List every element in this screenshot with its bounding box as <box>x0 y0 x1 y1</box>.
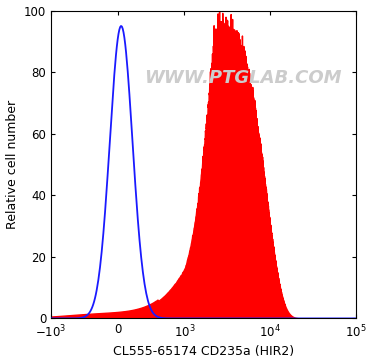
Y-axis label: Relative cell number: Relative cell number <box>6 100 19 229</box>
X-axis label: CL555-65174 CD235a (HIR2): CL555-65174 CD235a (HIR2) <box>113 345 294 359</box>
Text: WWW.PTGLAB.COM: WWW.PTGLAB.COM <box>144 69 342 87</box>
